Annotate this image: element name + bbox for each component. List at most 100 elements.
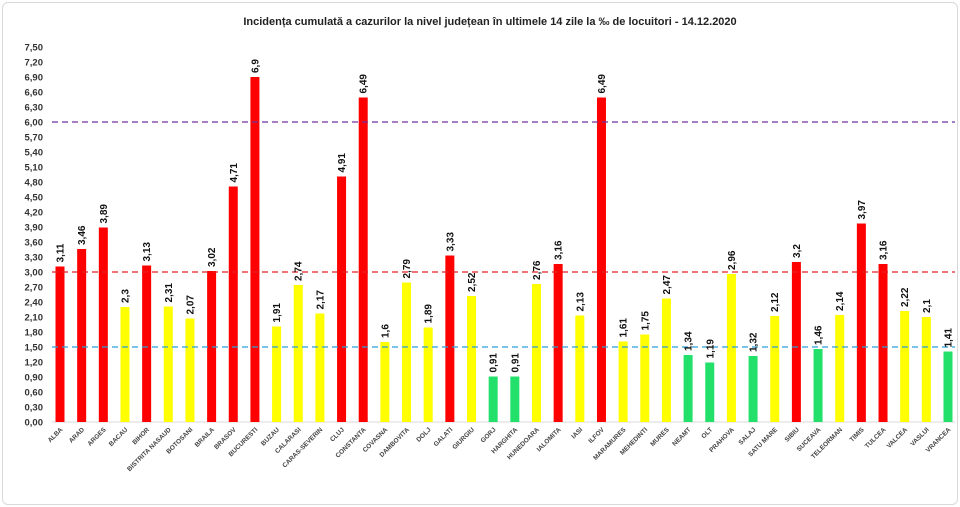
- data-label: 2,31: [164, 283, 175, 303]
- x-tick-label: DOLJ: [415, 426, 432, 443]
- x-tick-label: TIMIS: [849, 426, 867, 444]
- bar-caras-severin: [315, 313, 325, 422]
- data-label: 0,91: [489, 353, 500, 373]
- x-tick-label: GORJ: [480, 426, 498, 444]
- x-tick-label: ARGES: [86, 426, 108, 448]
- bar-galati: [445, 255, 455, 422]
- y-tick-label: 3,90: [25, 223, 44, 234]
- bar-braila: [207, 271, 217, 422]
- bar-prahova: [726, 274, 736, 422]
- y-tick-label: 2,70: [25, 283, 44, 294]
- data-label: 0,91: [510, 353, 521, 373]
- data-label: 3,11: [56, 243, 67, 262]
- data-label: 1,75: [640, 311, 651, 331]
- y-tick-label: 5,40: [25, 148, 44, 159]
- x-tick-label: CARAS-SEVERIN: [281, 426, 324, 469]
- x-tick-label: TULCEA: [864, 426, 888, 450]
- x-tick-label: BACAU: [108, 426, 130, 448]
- data-label: 1,32: [749, 332, 760, 352]
- bar-salaj: [748, 356, 758, 422]
- data-label: 4,71: [229, 163, 240, 183]
- y-tick-label: 6,60: [25, 88, 44, 99]
- bar-cluj: [337, 176, 347, 422]
- x-tick-label: VALCEA: [886, 426, 910, 450]
- y-tick-label: 5,10: [25, 163, 44, 174]
- data-label: 2,17: [315, 290, 326, 310]
- data-label: 3,89: [99, 204, 110, 224]
- bar-mehedinti: [640, 334, 650, 422]
- bar-bihor: [142, 265, 152, 422]
- y-tick-label: 5,70: [25, 133, 44, 144]
- y-tick-label: 3,30: [25, 253, 44, 264]
- data-label: 2,1: [922, 299, 933, 313]
- data-label: 2,13: [575, 292, 586, 312]
- x-tick-label: GIURGIU: [451, 426, 476, 451]
- bar-bistrita-nasaud: [163, 306, 173, 422]
- bar-dambovita: [402, 282, 412, 422]
- data-label: 1,61: [619, 318, 630, 338]
- bar-satu-mare: [770, 316, 780, 422]
- y-tick-label: 1,20: [25, 358, 44, 369]
- data-label: 1,91: [272, 303, 283, 323]
- data-label: 2,07: [185, 295, 196, 315]
- data-label: 2,52: [467, 272, 478, 292]
- data-label: 3,02: [207, 247, 218, 267]
- x-tick-label: IASI: [570, 426, 584, 440]
- data-label: 6,49: [359, 74, 370, 94]
- bar-neamt: [683, 355, 693, 422]
- chart-title: Incidența cumulată a cazurilor la nivel …: [243, 16, 736, 28]
- y-tick-label: 7,50: [25, 43, 44, 54]
- data-label: 2,79: [402, 259, 413, 279]
- x-tick-label: NEAMT: [671, 426, 692, 447]
- bar-valcea: [900, 311, 910, 422]
- y-tick-label: 4,80: [25, 178, 44, 189]
- data-label: 6,49: [597, 74, 608, 94]
- x-tick-label: ILFOV: [587, 426, 606, 445]
- bar-ialomita: [553, 264, 563, 422]
- bar-botosani: [185, 318, 195, 422]
- bar-vrancea: [943, 351, 953, 422]
- bar-constanta: [358, 97, 368, 422]
- y-tick-label: 1,80: [25, 328, 44, 339]
- x-tick-label: MURES: [649, 426, 671, 448]
- x-tick-label: BUZAU: [260, 426, 281, 447]
- data-label: 1,19: [705, 339, 716, 359]
- bar-vaslui: [921, 317, 931, 422]
- bar-timis: [856, 223, 866, 422]
- bar-covasna: [380, 342, 390, 422]
- y-tick-label: 3,60: [25, 238, 44, 249]
- y-tick-label: 3,00: [25, 268, 44, 279]
- y-tick-label: 4,50: [25, 193, 44, 204]
- bar-giurgiu: [467, 296, 477, 422]
- data-label: 2,47: [662, 275, 673, 295]
- bar-tulcea: [878, 264, 888, 422]
- bar-sibiu: [791, 262, 801, 422]
- x-tick-label: SIBIU: [784, 426, 801, 443]
- data-label: 1,89: [424, 304, 435, 324]
- y-tick-label: 2,40: [25, 298, 44, 309]
- bar-bacau: [120, 307, 130, 422]
- bar-olt: [705, 362, 715, 422]
- data-label: 4,91: [337, 153, 348, 173]
- bar-bucuresti: [250, 77, 260, 422]
- data-label: 6,9: [250, 59, 261, 73]
- x-tick-label: SALAJ: [737, 426, 757, 446]
- y-tick-label: 4,20: [25, 208, 44, 219]
- data-label: 3,33: [445, 232, 456, 252]
- data-label: 3,46: [77, 225, 88, 245]
- y-tick-label: 6,90: [25, 73, 44, 84]
- data-label: 2,3: [120, 289, 131, 303]
- y-tick-label: 1,50: [25, 343, 44, 354]
- y-tick-label: 0,00: [25, 418, 44, 429]
- bar-arad: [77, 249, 87, 422]
- bar-ilfov: [596, 97, 606, 422]
- bar-buzau: [272, 326, 282, 422]
- x-tick-label: CLUJ: [329, 426, 346, 443]
- x-tick-label: ARAD: [68, 426, 86, 444]
- y-tick-label: 0,30: [25, 403, 44, 414]
- data-label: 2,14: [835, 291, 846, 311]
- x-tick-label: GALATI: [433, 426, 455, 448]
- y-tick-label: 0,90: [25, 373, 44, 384]
- bar-maramures: [618, 341, 628, 422]
